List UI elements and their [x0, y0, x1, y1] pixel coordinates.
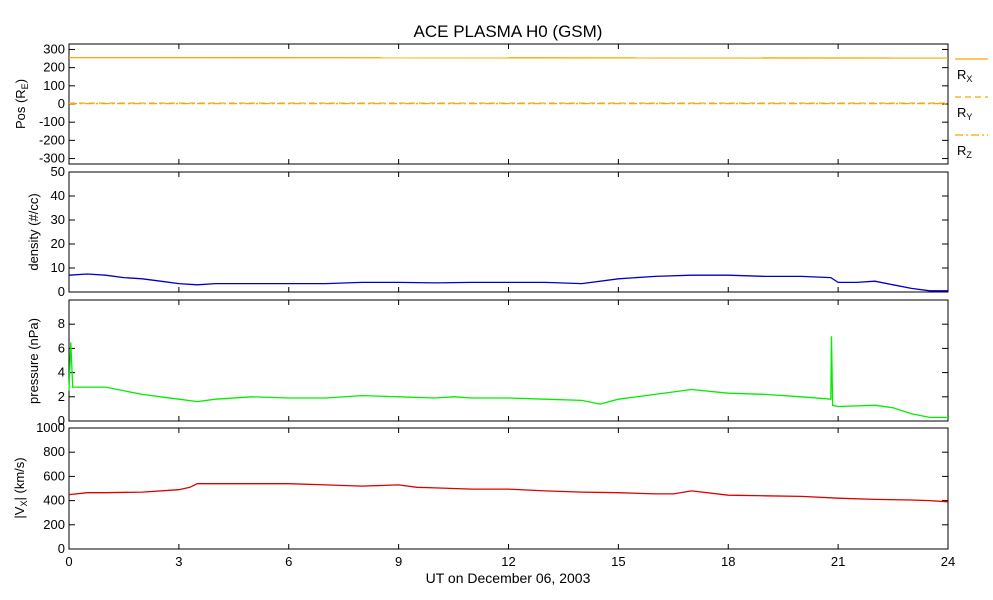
y-tick-label: 4 [58, 365, 65, 380]
y-tick-label: 6 [58, 340, 65, 355]
legend-label: RY [957, 105, 972, 122]
y-axis-label-end: | (km/s) [12, 457, 27, 500]
y-axis-label-pressure: pressure (nPa) [26, 318, 41, 404]
y-tick-label: 800 [43, 444, 65, 459]
x-tick-label: 0 [65, 554, 72, 569]
y-tick-label: 0 [58, 96, 65, 111]
legend-label-main: R [957, 67, 966, 82]
y-tick-label: 200 [43, 60, 65, 75]
y-tick-label: -100 [39, 114, 65, 129]
legend-label-subscript: Z [966, 150, 972, 160]
y-tick-label: 2 [58, 389, 65, 404]
y-tick-label: 200 [43, 517, 65, 532]
x-axis: 0 3 6 9 12 15 18 21 24 [65, 554, 955, 569]
panel-frame [68, 299, 949, 422]
y-tick-label: 400 [43, 493, 65, 508]
y-tick-label: 0 [58, 413, 65, 428]
chart-title: ACE PLASMA H0 (GSM) [414, 22, 603, 41]
y-tick-label: 30 [51, 212, 65, 227]
series-line-density [68, 273, 948, 292]
y-axis-label-subscript: X [19, 501, 29, 507]
x-axis-label: UT on December 06, 2003 [426, 570, 591, 586]
y-axis-label-density: density (#/cc) [26, 193, 41, 270]
series-line-pressure [68, 336, 948, 419]
x-tick-label: 21 [831, 554, 845, 569]
legend-label: RX [957, 67, 972, 84]
legend-label-main: R [957, 143, 966, 158]
x-tick-label: 12 [501, 554, 515, 569]
panel-velocity: |VX| (km/s) 0 200 400 600 800 1000 [12, 420, 949, 556]
panel-density: density (#/cc) 0 10 20 30 40 50 [26, 164, 949, 299]
y-tick-label: 10 [51, 260, 65, 275]
y-tick-label: 40 [51, 188, 65, 203]
y-tick-label: 1000 [36, 420, 65, 435]
y-axis-label-velocity: |VX| (km/s) [12, 457, 29, 518]
y-tick-label: 300 [43, 41, 65, 56]
series-line-velocity [68, 483, 949, 503]
y-tick-label: 8 [58, 316, 65, 331]
x-tick-label: 24 [941, 554, 955, 569]
x-tick-label: 6 [285, 554, 292, 569]
legend-label: RZ [957, 143, 972, 160]
y-axis-label-subscript: E [20, 83, 30, 89]
panel-pressure: pressure (nPa) 0 2 4 6 8 [26, 299, 949, 428]
y-axis-label-main: Pos (R [13, 89, 28, 129]
y-tick-label: -300 [39, 151, 65, 166]
legend-label-subscript: X [966, 74, 972, 84]
y-tick-label: 100 [43, 78, 65, 93]
y-tick-label: 0 [58, 284, 65, 299]
y-tick-label: 0 [58, 541, 65, 556]
y-tick-label: 20 [51, 236, 65, 251]
legend-label-subscript: Y [966, 112, 972, 122]
y-tick-label: 600 [43, 468, 65, 483]
x-tick-label: 15 [611, 554, 625, 569]
panel-frame [68, 171, 949, 293]
legend-label-main: R [957, 105, 966, 120]
y-axis-label-main: |V [12, 506, 27, 518]
y-axis-label-position: Pos (RE) [13, 79, 30, 129]
y-tick-label: 50 [51, 164, 65, 179]
x-tick-label: 9 [395, 554, 402, 569]
x-tick-label: 18 [721, 554, 735, 569]
x-tick-label: 3 [175, 554, 182, 569]
panel-position: Pos (RE) 300 200 100 0 -100 -200 -300 [13, 41, 949, 166]
y-axis-label-end: ) [13, 79, 28, 83]
y-tick-label: -200 [39, 132, 65, 147]
